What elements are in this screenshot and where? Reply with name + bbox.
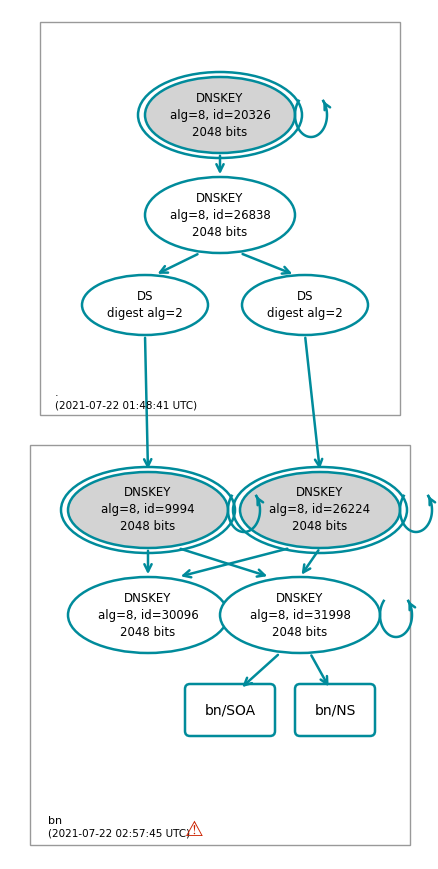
Ellipse shape	[240, 472, 399, 548]
Text: DNSKEY
alg=8, id=30096
2048 bits: DNSKEY alg=8, id=30096 2048 bits	[97, 592, 198, 639]
Ellipse shape	[241, 275, 367, 335]
Ellipse shape	[68, 577, 227, 653]
Text: DNSKEY
alg=8, id=9994
2048 bits: DNSKEY alg=8, id=9994 2048 bits	[101, 487, 194, 534]
Text: .: .	[55, 388, 59, 398]
Text: DNSKEY
alg=8, id=31998
2048 bits: DNSKEY alg=8, id=31998 2048 bits	[249, 592, 350, 639]
Text: ⚠: ⚠	[184, 820, 203, 840]
Text: bn: bn	[48, 816, 62, 826]
Text: (2021-07-22 02:57:45 UTC): (2021-07-22 02:57:45 UTC)	[48, 828, 190, 838]
Text: bn/SOA: bn/SOA	[204, 703, 255, 717]
Text: DS
digest alg=2: DS digest alg=2	[107, 290, 183, 320]
Text: DNSKEY
alg=8, id=26224
2048 bits: DNSKEY alg=8, id=26224 2048 bits	[269, 487, 370, 534]
Text: bn/NS: bn/NS	[314, 703, 355, 717]
FancyBboxPatch shape	[30, 445, 409, 845]
Ellipse shape	[82, 275, 208, 335]
Text: DNSKEY
alg=8, id=20326
2048 bits: DNSKEY alg=8, id=20326 2048 bits	[169, 91, 270, 138]
Text: DS
digest alg=2: DS digest alg=2	[266, 290, 342, 320]
FancyBboxPatch shape	[184, 684, 274, 736]
FancyBboxPatch shape	[294, 684, 374, 736]
Ellipse shape	[145, 177, 294, 253]
Ellipse shape	[145, 77, 294, 153]
Ellipse shape	[219, 577, 379, 653]
Ellipse shape	[68, 472, 227, 548]
Text: (2021-07-22 01:48:41 UTC): (2021-07-22 01:48:41 UTC)	[55, 400, 197, 410]
Text: DNSKEY
alg=8, id=26838
2048 bits: DNSKEY alg=8, id=26838 2048 bits	[169, 191, 270, 238]
FancyBboxPatch shape	[40, 22, 399, 415]
